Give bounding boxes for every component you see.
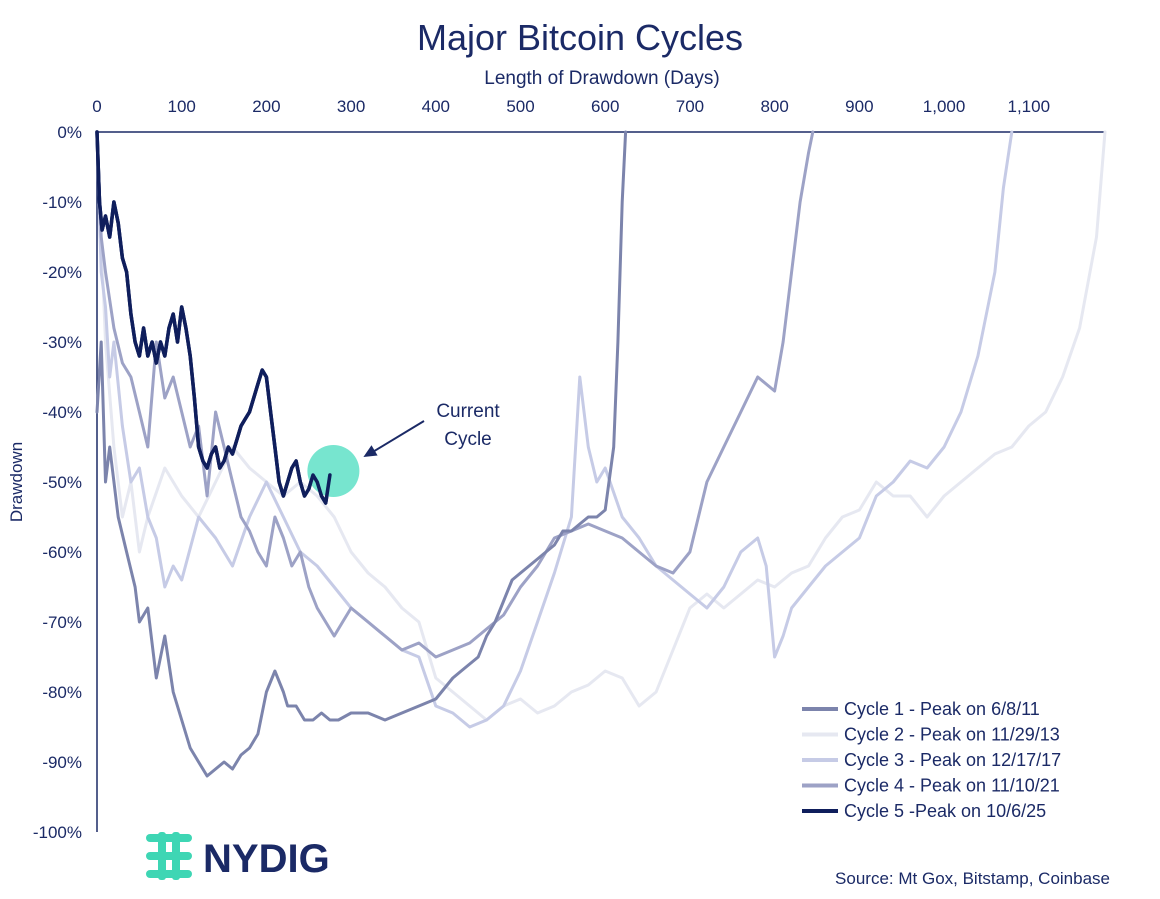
legend-label-cycle-5: Cycle 5 -Peak on 10/6/25 <box>844 801 1046 821</box>
x-tick-label: 900 <box>845 97 873 116</box>
x-tick-label: 500 <box>506 97 534 116</box>
x-tick-label: 300 <box>337 97 365 116</box>
series-line-cycle-1 <box>95 130 628 778</box>
series-line-cycle-3 <box>95 130 1014 729</box>
y-tick-label: -20% <box>42 263 82 282</box>
x-tick-label: 600 <box>591 97 619 116</box>
x-tick-label: 1,100 <box>1007 97 1050 116</box>
series-lines <box>95 130 1107 778</box>
legend-label-cycle-1: Cycle 1 - Peak on 6/8/11 <box>844 699 1040 719</box>
y-tick-label: -50% <box>42 473 82 492</box>
nydig-logo-text: NYDIG <box>203 837 330 881</box>
series-line-cycle-2 <box>95 130 1107 722</box>
legend-label-cycle-3: Cycle 3 - Peak on 12/17/17 <box>844 750 1061 770</box>
chart-title: Major Bitcoin Cycles <box>417 17 743 58</box>
annotation-text-line1: Current <box>436 401 500 422</box>
x-tick-label: 1,000 <box>923 97 966 116</box>
y-tick-label: -70% <box>42 613 82 632</box>
annotation-arrowhead <box>363 445 378 457</box>
y-tick-labels: 0% -10% -20% -30% -40% -50% -60% -70% -80% -90% -1… <box>33 123 82 842</box>
legend-label-cycle-2: Cycle 2 - Peak on 11/29/13 <box>844 725 1060 745</box>
annotation-text-line2: Cycle <box>444 429 492 450</box>
x-tick-label: 400 <box>422 97 450 116</box>
y-tick-label: 0% <box>57 123 82 142</box>
y-tick-label: -30% <box>42 333 82 352</box>
x-tick-labels: 0 100 200 300 400 500 600 700 800 900 1,000 1,100 <box>92 97 1050 116</box>
x-tick-label: 800 <box>760 97 788 116</box>
y-tick-label: -10% <box>42 193 82 212</box>
current-cycle-highlight <box>307 445 360 497</box>
annotation-arrow <box>368 420 425 455</box>
y-tick-label: -80% <box>42 683 82 702</box>
nydig-logo: NYDIG <box>146 832 330 881</box>
y-tick-label: -60% <box>42 543 82 562</box>
x-tick-label: 100 <box>168 97 196 116</box>
y-tick-label: -90% <box>42 753 82 772</box>
x-tick-label: 0 <box>92 97 101 116</box>
y-axis-label: Drawdown <box>7 442 26 522</box>
x-axis-label: Length of Drawdown (Days) <box>484 68 720 89</box>
legend-label-cycle-4: Cycle 4 - Peak on 11/10/21 <box>844 776 1060 796</box>
y-tick-label: -100% <box>33 823 82 842</box>
x-tick-label: 200 <box>252 97 280 116</box>
nydig-logo-icon <box>146 832 192 880</box>
legend: Cycle 1 - Peak on 6/8/11 Cycle 2 - Peak o… <box>802 699 1061 821</box>
series-line-cycle-5-overlay <box>95 130 332 505</box>
current-cycle-annotation: Current Cycle <box>363 401 500 457</box>
source-note: Source: Mt Gox, Bitstamp, Coinbase <box>835 869 1110 888</box>
y-tick-label: -40% <box>42 403 82 422</box>
series-line-cycle-4 <box>95 130 815 659</box>
x-tick-label: 700 <box>676 97 704 116</box>
